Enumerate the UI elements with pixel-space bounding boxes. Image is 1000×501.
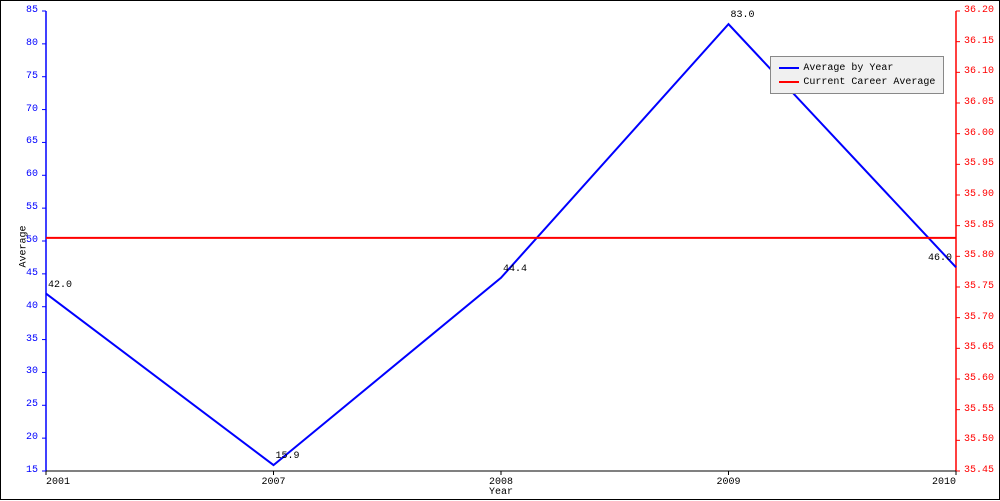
y-right-tick-label: 35.85 (964, 220, 994, 231)
legend-swatch (779, 81, 799, 83)
y-left-tick-label: 40 (26, 301, 38, 312)
y-right-tick-label: 35.75 (964, 281, 994, 292)
y-left-tick-label: 55 (26, 202, 38, 213)
y-right-tick-label: 35.45 (964, 465, 994, 476)
y-right-tick-label: 36.20 (964, 5, 994, 16)
y-left-tick-label: 35 (26, 334, 38, 345)
y-left-tick-label: 30 (26, 366, 38, 377)
y-right-tick-label: 35.65 (964, 342, 994, 353)
x-tick-label: 2001 (46, 477, 70, 488)
y-left-tick-label: 15 (26, 465, 38, 476)
legend-label: Current Career Average (803, 77, 935, 88)
legend-item: Average by Year (779, 61, 935, 75)
data-point-label: 46.0 (928, 253, 952, 264)
legend-item: Current Career Average (779, 75, 935, 89)
y-left-tick-label: 75 (26, 71, 38, 82)
legend-label: Average by Year (803, 63, 893, 74)
data-point-label: 15.9 (276, 451, 300, 462)
y-left-tick-label: 85 (26, 5, 38, 16)
data-point-label: 83.0 (731, 10, 755, 21)
y-right-tick-label: 35.90 (964, 189, 994, 200)
y-left-tick-label: 60 (26, 169, 38, 180)
y-right-tick-label: 36.00 (964, 128, 994, 139)
y-right-tick-label: 35.60 (964, 373, 994, 384)
y-right-tick-label: 36.15 (964, 36, 994, 47)
y-right-tick-label: 36.10 (964, 66, 994, 77)
y-right-tick-label: 35.95 (964, 158, 994, 169)
y-left-tick-label: 70 (26, 104, 38, 115)
y-left-tick-label: 20 (26, 432, 38, 443)
y-left-tick-label: 65 (26, 136, 38, 147)
x-axis-label: Year (489, 487, 513, 498)
data-point-label: 44.4 (503, 264, 527, 275)
y-left-tick-label: 45 (26, 268, 38, 279)
chart-container: 15202530354045505560657075808535.4535.50… (0, 0, 1000, 500)
y-right-tick-label: 35.80 (964, 250, 994, 261)
x-tick-label: 2010 (932, 477, 956, 488)
x-tick-label: 2009 (716, 477, 740, 488)
y-axis-label: Average (19, 225, 30, 267)
y-right-tick-label: 35.55 (964, 404, 994, 415)
legend-swatch (779, 67, 799, 69)
y-right-tick-label: 35.50 (964, 434, 994, 445)
y-left-tick-label: 80 (26, 38, 38, 49)
y-right-tick-label: 35.70 (964, 312, 994, 323)
y-left-tick-label: 25 (26, 399, 38, 410)
y-right-tick-label: 36.05 (964, 97, 994, 108)
x-tick-label: 2007 (261, 477, 285, 488)
legend: Average by Year Current Career Average (770, 56, 944, 94)
data-point-label: 42.0 (48, 280, 72, 291)
